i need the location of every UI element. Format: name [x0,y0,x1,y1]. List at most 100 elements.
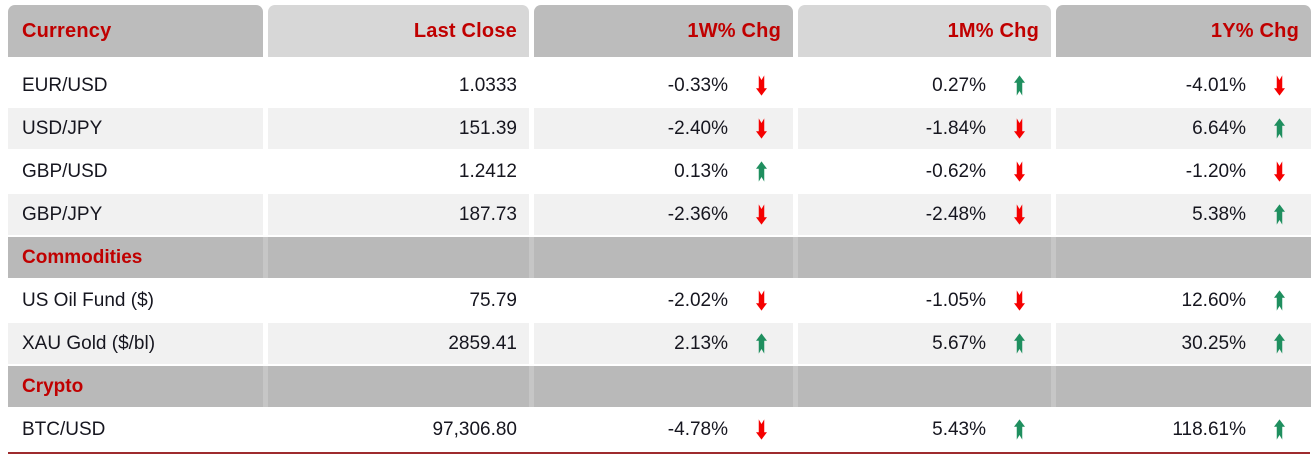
down-arrow-icon [756,290,767,311]
change-value: 5.67% [932,332,986,354]
table-row: EUR/USD 1.0333 -0.33% 0.27% -4.01% [8,65,1311,106]
section-fill-cell [798,366,1051,407]
down-arrow-icon [1014,290,1025,311]
up-arrow-icon [1274,118,1285,139]
down-arrow-icon [756,75,767,96]
1m-chg-cell: -2.48% [798,194,1051,235]
down-arrow-icon [1014,161,1025,182]
up-arrow-icon [1014,419,1025,440]
section-fill-cell [1056,366,1311,407]
change-value: -0.62% [925,160,986,182]
change-value: -4.01% [1185,74,1246,96]
change-value: -2.36% [667,203,728,225]
1m-chg-cell: -0.62% [798,151,1051,192]
section-row: Commodities [8,237,1311,278]
table-row: US Oil Fund ($) 75.79 -2.02% -1.05% 12.60% [8,280,1311,321]
last-close-cell: 75.79 [268,280,529,321]
1w-chg-cell: -2.40% [534,108,793,149]
change-value: -1.05% [925,289,986,311]
1y-chg-cell: 6.64% [1056,108,1311,149]
change-value: 0.13% [674,160,728,182]
1m-chg-cell: -1.05% [798,280,1051,321]
column-header-last-close: Last Close [268,5,529,57]
change-value: 0.27% [932,74,986,96]
last-close-cell: 1.0333 [268,65,529,106]
instrument-name: GBP/JPY [8,194,263,235]
1w-chg-cell: 2.13% [534,323,793,364]
1m-chg-cell: 5.43% [798,409,1051,450]
up-arrow-icon [756,333,767,354]
section-title: Crypto [8,366,263,407]
1y-chg-cell: -4.01% [1056,65,1311,106]
section-title: Commodities [8,237,263,278]
column-header-1y-chg: 1Y% Chg [1056,5,1311,57]
table-row: BTC/USD 97,306.80 -4.78% 5.43% 118.61% [8,409,1311,450]
change-value: 2.13% [674,332,728,354]
up-arrow-icon [1274,204,1285,225]
up-arrow-icon [1274,419,1285,440]
down-arrow-icon [756,204,767,225]
change-value: 5.43% [932,418,986,440]
1m-chg-cell: 0.27% [798,65,1051,106]
change-value: 12.60% [1181,289,1246,311]
change-value: -4.78% [667,418,728,440]
column-header-1w-chg: 1W% Chg [534,5,793,57]
change-value: -2.02% [667,289,728,311]
change-value: -2.40% [667,117,728,139]
change-value: -0.33% [667,74,728,96]
table-row: GBP/USD 1.2412 0.13% -0.62% -1.20% [8,151,1311,192]
instrument-name: BTC/USD [8,409,263,450]
section-fill-cell [798,237,1051,278]
change-value: 118.61% [1172,418,1246,440]
change-value: -1.84% [925,117,986,139]
table-row: GBP/JPY 187.73 -2.36% -2.48% 5.38% [8,194,1311,235]
1m-chg-cell: -1.84% [798,108,1051,149]
instrument-name: USD/JPY [8,108,263,149]
1w-chg-cell: 0.13% [534,151,793,192]
up-arrow-icon [1274,333,1285,354]
1w-chg-cell: -2.36% [534,194,793,235]
instrument-name: US Oil Fund ($) [8,280,263,321]
last-close-cell: 151.39 [268,108,529,149]
1y-chg-cell: 12.60% [1056,280,1311,321]
change-value: 30.25% [1181,332,1246,354]
instrument-name: EUR/USD [8,65,263,106]
down-arrow-icon [1014,204,1025,225]
up-arrow-icon [1014,333,1025,354]
change-value: -1.20% [1185,160,1246,182]
section-fill-cell [268,366,529,407]
1m-chg-cell: 5.67% [798,323,1051,364]
table-row: USD/JPY 151.39 -2.40% -1.84% 6.64% [8,108,1311,149]
down-arrow-icon [1014,118,1025,139]
table-header-row: Currency Last Close 1W% Chg 1M% Chg 1Y% … [8,5,1311,57]
1y-chg-cell: 5.38% [1056,194,1311,235]
1w-chg-cell: -2.02% [534,280,793,321]
up-arrow-icon [1274,290,1285,311]
column-header-1m-chg: 1M% Chg [798,5,1051,57]
section-fill-cell [1056,237,1311,278]
1w-chg-cell: -0.33% [534,65,793,106]
column-header-currency: Currency [8,5,263,57]
up-arrow-icon [1014,75,1025,96]
down-arrow-icon [756,419,767,440]
last-close-cell: 97,306.80 [268,409,529,450]
1y-chg-cell: -1.20% [1056,151,1311,192]
section-fill-cell [268,237,529,278]
1y-chg-cell: 118.61% [1056,409,1311,450]
up-arrow-icon [756,161,767,182]
1w-chg-cell: -4.78% [534,409,793,450]
last-close-cell: 1.2412 [268,151,529,192]
last-close-cell: 187.73 [268,194,529,235]
change-value: 6.64% [1192,117,1246,139]
down-arrow-icon [756,118,767,139]
instrument-name: XAU Gold ($/bl) [8,323,263,364]
section-fill-cell [534,366,793,407]
table-body: EUR/USD 1.0333 -0.33% 0.27% -4.01% USD/JPY 151… [8,65,1311,450]
section-row: Crypto [8,366,1311,407]
change-value: 5.38% [1192,203,1246,225]
last-close-cell: 2859.41 [268,323,529,364]
down-arrow-icon [1274,161,1285,182]
table-row: XAU Gold ($/bl) 2859.41 2.13% 5.67% 30.25% [8,323,1311,364]
section-fill-cell [534,237,793,278]
